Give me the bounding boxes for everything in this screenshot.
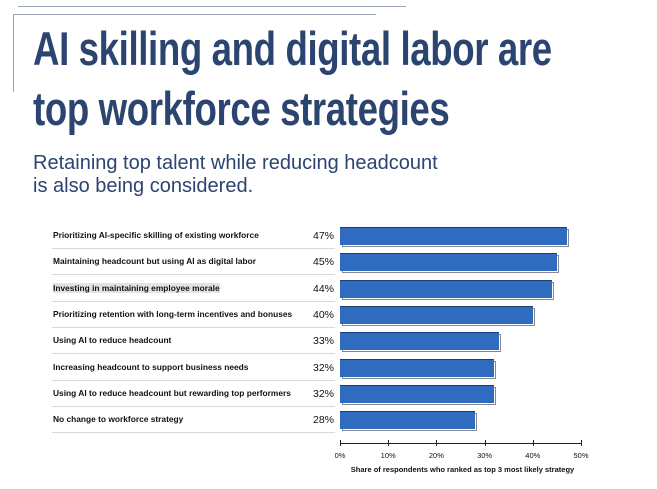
decorative-line (13, 14, 376, 15)
category-label: Investing in maintaining employee morale (53, 282, 220, 293)
decorative-line (13, 14, 14, 92)
data-label: 45% (312, 256, 334, 269)
x-tick (484, 440, 486, 446)
bar (340, 227, 567, 245)
x-tick-label: 50% (573, 451, 589, 460)
data-label: 33% (312, 335, 334, 348)
bar (340, 332, 500, 351)
row-divider (52, 274, 335, 276)
data-label: 32% (312, 361, 334, 374)
x-tick (340, 440, 341, 446)
x-tick (581, 440, 582, 446)
x-tick-label: 20% (428, 451, 444, 460)
bar (340, 305, 533, 324)
data-label: 32% (312, 387, 334, 400)
x-axis-label: Share of respondents who ranked as top 3… (350, 465, 575, 474)
page-title-line-2: top workforce strategies (33, 82, 450, 135)
category-label: Using AI to reduce headcount (53, 335, 172, 346)
row-divider (52, 405, 335, 407)
bar (340, 279, 553, 298)
category-label: Prioritizing retention with long-term in… (53, 308, 293, 319)
data-label: 44% (312, 282, 334, 295)
data-label: 40% (312, 308, 334, 321)
category-label: Maintaining headcount but using AI as di… (53, 256, 257, 267)
category-label: Using AI to reduce headcount but rewardi… (53, 387, 291, 398)
bar (340, 253, 557, 272)
data-label: 47% (312, 230, 334, 242)
category-label: Increasing headcount to support business… (53, 361, 249, 372)
row-divider (52, 353, 335, 355)
x-tick-label: 30% (477, 451, 493, 460)
x-tick (532, 440, 534, 446)
row-divider (52, 248, 335, 249)
row-divider (52, 379, 335, 381)
row-divider (52, 326, 335, 328)
category-label: No change to workforce strategy (53, 414, 184, 425)
x-tick (436, 440, 438, 446)
x-tick-label: 0% (334, 451, 346, 460)
page-title-line-1: AI skilling and digital labor are (33, 22, 552, 75)
x-tick-label: 10% (380, 451, 396, 460)
x-tick (388, 440, 390, 446)
data-label: 28% (312, 414, 334, 427)
x-tick-label: 40% (525, 451, 541, 460)
bar (340, 411, 475, 430)
row-divider (52, 300, 335, 302)
decorative-line (18, 6, 406, 7)
category-label: Prioritizing AI-specific skilling of exi… (53, 230, 259, 240)
x-axis (340, 443, 581, 444)
bar (340, 358, 495, 377)
row-divider (52, 432, 335, 434)
bar (340, 384, 495, 403)
subtitle: Retaining top talent while reducing head… (33, 152, 438, 197)
